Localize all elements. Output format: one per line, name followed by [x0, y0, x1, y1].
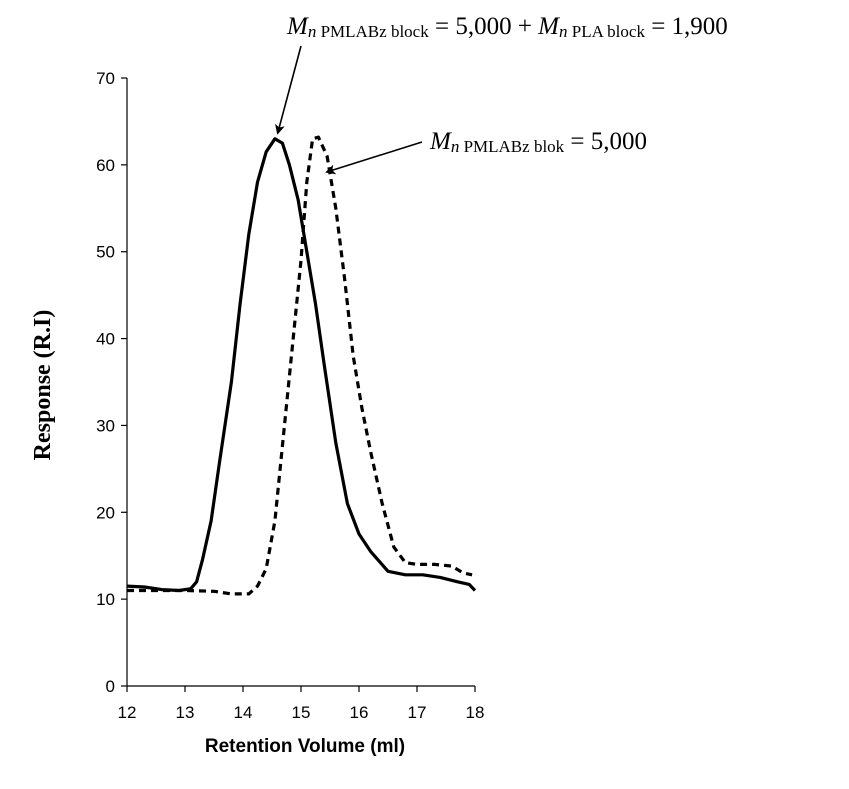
y-tick-label: 10 [96, 590, 115, 609]
annotation-part: M [429, 128, 452, 155]
x-tick-label: 15 [292, 703, 311, 722]
annotation-part: M [537, 13, 560, 40]
series-line-dashed [127, 135, 473, 596]
x-axis-title: Retention Volume (ml) [205, 736, 405, 757]
y-tick-label: 40 [96, 330, 115, 349]
y-axis-title: Response (R.I) [30, 310, 56, 461]
y-tick-label: 20 [96, 503, 115, 522]
annotations-layer: Mn PMLABz block = 5,000 + Mn PLA block =… [275, 13, 728, 175]
series-line-solid [126, 137, 477, 593]
y-tick-label: 70 [96, 69, 115, 88]
x-tick-label: 16 [350, 703, 369, 722]
annotation-arrow-2 [325, 141, 423, 175]
x-tick-label: 14 [234, 703, 253, 722]
series-layer [126, 135, 477, 596]
annotation-part: = 5,000 [564, 128, 647, 155]
annotation-label-1: Mn PMLABz block = 5,000 + Mn PLA block =… [286, 13, 728, 41]
y-tick-label: 60 [96, 156, 115, 175]
x-tick-label: 13 [176, 703, 195, 722]
annotation-part: = 5,000 + [429, 13, 538, 40]
x-tick-label: 17 [408, 703, 427, 722]
annotation-part: PMLABz blok [459, 137, 564, 156]
annotation-part: n [308, 22, 317, 41]
axes: 0 10 20 30 40 50 60 70 12 13 14 15 16 17 18 [96, 69, 484, 722]
annotation-part: n [559, 22, 568, 41]
x-tick-label: 12 [118, 703, 137, 722]
annotation-part: PLA block [568, 22, 646, 41]
y-tick-label: 30 [96, 416, 115, 435]
annotation-part: PMLABz block [316, 22, 429, 41]
annotation-part: = 1,900 [645, 13, 728, 40]
y-tick-label: 0 [106, 677, 115, 696]
annotation-part: n [451, 137, 460, 156]
x-tick-label: 18 [466, 703, 485, 722]
annotation-part: M [286, 13, 309, 40]
y-tick-label: 50 [96, 243, 115, 262]
annotation-arrow-1 [275, 45, 302, 135]
annotation-label-2: Mn PMLABz blok = 5,000 [429, 128, 647, 156]
